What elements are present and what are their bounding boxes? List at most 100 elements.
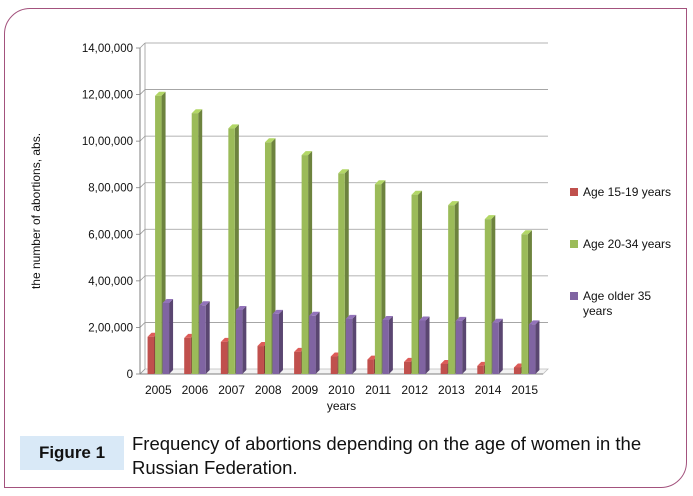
bar-age-older-35-years-2012 (419, 320, 426, 374)
bar-age-20-34-years-2013 (448, 205, 455, 374)
x-tick-label: 2012 (401, 383, 428, 397)
figure-caption: Figure 1 Frequency of abortions dependin… (20, 430, 690, 486)
bar-age-older-35-years-2011 (382, 319, 389, 374)
bar-top (528, 320, 540, 325)
gridline-depth (139, 368, 146, 375)
bar-top (419, 316, 430, 321)
bar-age-15-19-years-2014 (477, 365, 484, 374)
bar-top (411, 190, 423, 195)
bar-top (521, 230, 532, 235)
bar-side (315, 311, 320, 374)
y-tick-label: 10,00,000 (82, 136, 133, 148)
bar-side (535, 320, 540, 374)
x-tick-label: 2008 (255, 383, 282, 397)
legend-swatch (570, 240, 578, 248)
bar-top (155, 91, 166, 96)
bar-top (272, 309, 283, 314)
y-tick-label: 2,00,000 (88, 322, 133, 334)
bar-age-20-34-years-2014 (484, 219, 492, 374)
bar-top (162, 298, 174, 303)
y-tick-label: 4,00,000 (88, 276, 133, 288)
x-tick-label: 2013 (438, 383, 465, 397)
bar-top (374, 180, 386, 185)
x-tick-label: 2011 (365, 383, 391, 397)
bar-top (492, 318, 503, 323)
bar-top (338, 169, 349, 174)
y-tick-label: 6,00,000 (88, 229, 133, 241)
y-tick-label: 8,00,000 (88, 183, 133, 195)
bar-top (199, 301, 210, 306)
bar-age-older-35-years-2008 (272, 313, 279, 374)
bar-age-20-34-years-2012 (411, 194, 419, 374)
x-tick-label: 2015 (511, 383, 538, 397)
bar-age-15-19-years-2011 (367, 359, 374, 374)
legend-entry: Age 20-34 years (583, 237, 671, 251)
bar-side (278, 309, 283, 374)
figure-caption-text: Frequency of abortions depending on the … (132, 433, 642, 478)
bar-top (301, 151, 313, 156)
bar-side (352, 314, 357, 374)
bar-top (455, 316, 467, 321)
x-tick-label: 2010 (328, 383, 355, 397)
bar-side (205, 301, 210, 374)
bar-age-older-35-years-2009 (309, 315, 316, 374)
bar-age-older-35-years-2013 (455, 320, 463, 374)
bar-age-older-35-years-2005 (162, 302, 170, 374)
bar-top (345, 314, 357, 319)
gridline-depth (139, 275, 146, 282)
bar-age-20-34-years-2009 (301, 155, 309, 374)
legend-entry-line: Age 15-19 years (583, 185, 671, 199)
y-axis-title: the number of abortions, abs. (29, 133, 43, 289)
bar-top (448, 201, 459, 206)
bar-age-older-35-years-2006 (199, 305, 206, 374)
x-tick-label: 2006 (182, 383, 209, 397)
gridline-depth (139, 135, 146, 142)
bar-side (425, 316, 430, 374)
bar-age-20-34-years-2007 (228, 128, 235, 374)
gridline-depth (139, 182, 146, 188)
bar-top (264, 138, 276, 143)
bar-age-15-19-years-2009 (294, 351, 301, 374)
bar-age-20-34-years-2006 (191, 113, 199, 374)
bar-top (309, 311, 320, 316)
gridline-depth (139, 229, 146, 235)
bar-age-older-35-years-2014 (492, 322, 499, 374)
bar-age-15-19-years-2008 (257, 346, 264, 374)
bar-age-20-34-years-2015 (521, 234, 528, 374)
x-tick-label: 2014 (475, 383, 502, 397)
bar-side (388, 315, 393, 374)
y-tick-label: 14,00,000 (82, 43, 133, 55)
bar-top (484, 215, 496, 220)
y-tick-label: 0 (127, 369, 133, 381)
x-tick-label: 2007 (218, 383, 245, 397)
bar-age-15-19-years-2013 (440, 363, 448, 374)
legend-entry-line: Age 20-34 years (583, 237, 671, 251)
x-tick-label: 2005 (145, 383, 172, 397)
legend-entry: Age 15-19 years (583, 185, 671, 199)
figure-frame (4, 8, 687, 488)
bar-age-15-19-years-2015 (513, 367, 521, 374)
bar-top (235, 305, 247, 310)
gridline-depth (139, 322, 146, 328)
legend-entry: Age older 35 years (583, 289, 651, 318)
bar-age-older-35-years-2015 (528, 324, 536, 374)
legend-swatch (570, 292, 578, 300)
legend-swatch (570, 188, 578, 196)
bar-age-15-19-years-2006 (184, 337, 191, 374)
bar-age-15-19-years-2012 (404, 361, 411, 374)
bar-age-20-34-years-2005 (155, 95, 162, 374)
bar-top (191, 109, 203, 114)
legend-entry-line: years (583, 304, 612, 318)
bar-age-15-19-years-2007 (220, 341, 228, 374)
legend-entry-line: Age older 35 (583, 289, 651, 303)
x-axis-title: years (327, 399, 356, 413)
bar-side (462, 316, 467, 374)
y-tick-label: 12,00,000 (82, 90, 133, 102)
bar-age-20-34-years-2011 (374, 184, 382, 374)
bar-age-15-19-years-2005 (147, 336, 155, 374)
x-tick-label: 2009 (292, 383, 319, 397)
gridline-depth (139, 42, 146, 49)
bar-side (242, 305, 247, 374)
gridline-depth (139, 89, 146, 95)
bar-age-15-19-years-2010 (330, 356, 338, 374)
